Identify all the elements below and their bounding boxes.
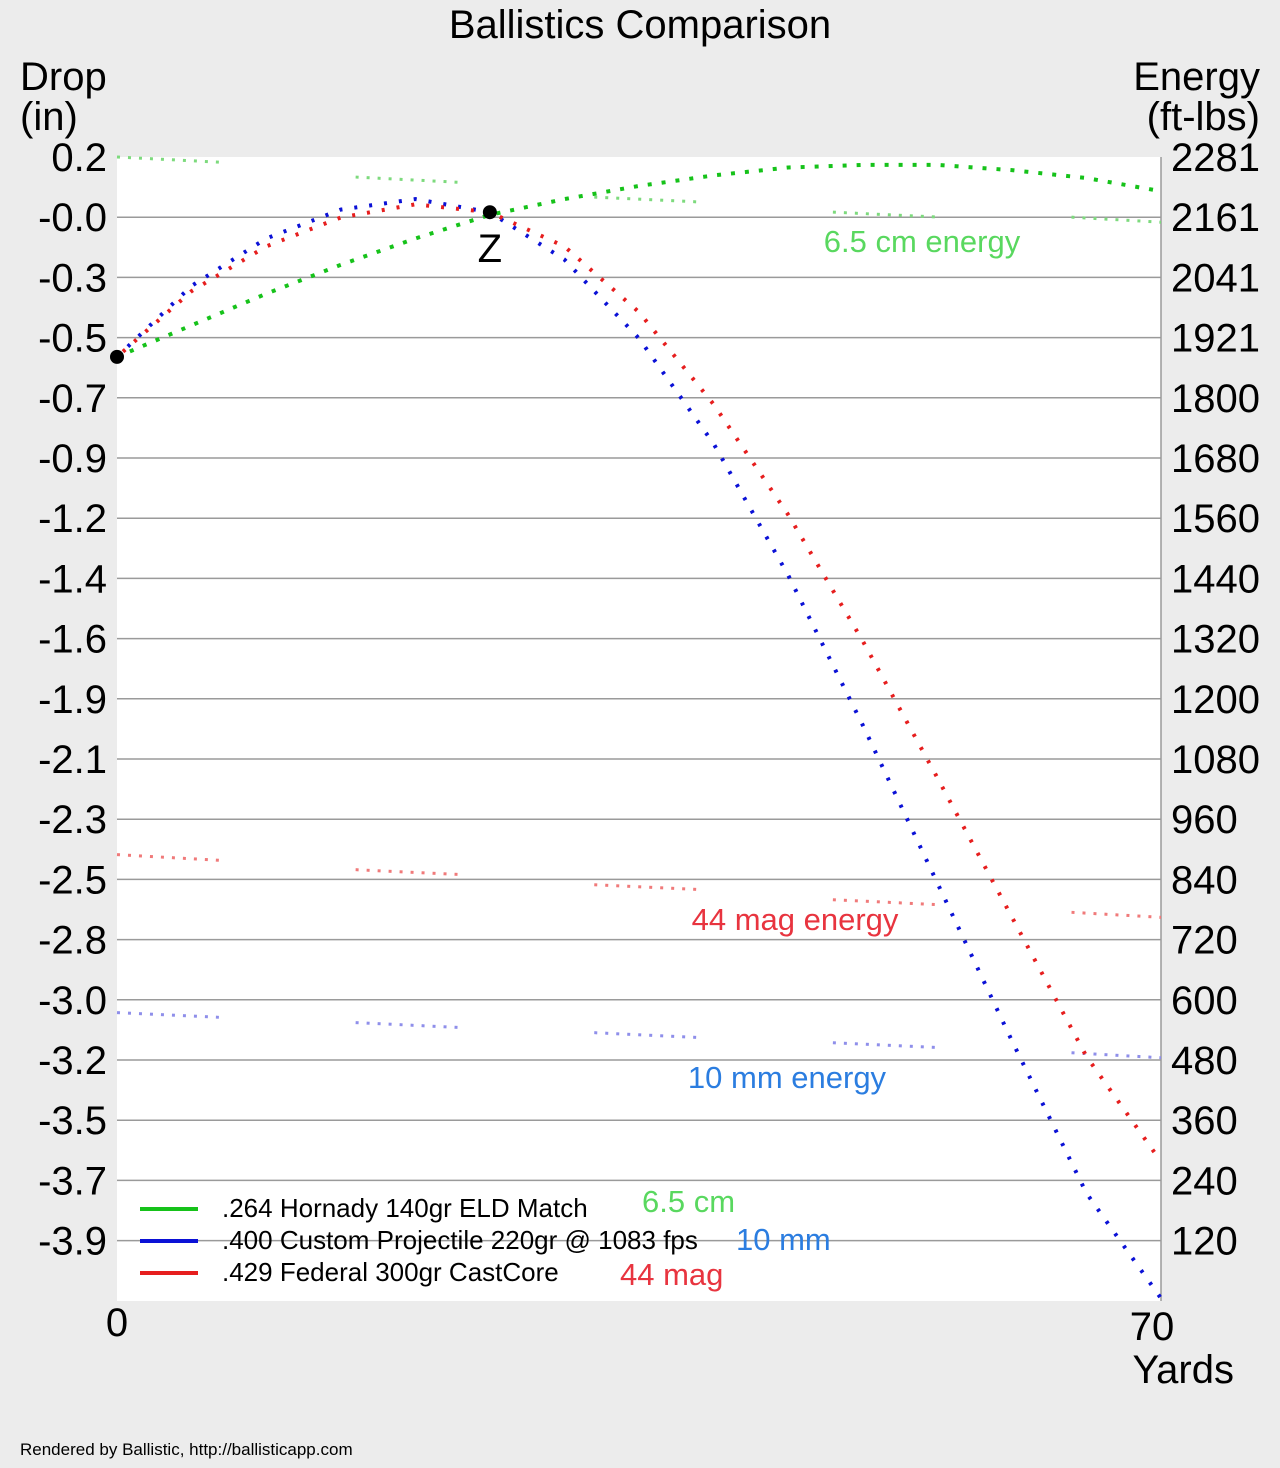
right-axis-title-line1: Energy xyxy=(1133,55,1260,99)
right-tick-label: 480 xyxy=(1171,1039,1238,1083)
left-tick-label: -2.3 xyxy=(38,798,107,842)
energy-segment xyxy=(832,898,942,907)
energy-segment xyxy=(355,1021,465,1030)
left-tick-label: -3.9 xyxy=(38,1220,107,1264)
x-tick-70: 70 xyxy=(1130,1305,1175,1349)
right-tick-labels: 2281 2161 2041 1921 1800 1680 1560 1440 1320 1200… xyxy=(1171,136,1260,1264)
right-tick-label: 1320 xyxy=(1171,618,1260,662)
right-tick-label: 120 xyxy=(1171,1220,1238,1264)
energy-segment xyxy=(116,853,226,863)
right-tick-label: 600 xyxy=(1171,979,1238,1023)
left-tick-label: -0.0 xyxy=(38,196,107,240)
energy-segment xyxy=(116,155,226,165)
right-tick-label: 2161 xyxy=(1171,196,1260,240)
right-tick-label: 1560 xyxy=(1171,497,1260,541)
left-tick-label: -3.7 xyxy=(38,1159,107,1203)
energy-label-65: 6.5 cm energy xyxy=(824,224,1021,259)
right-tick-label: 840 xyxy=(1171,858,1238,902)
left-tick-label: -3.0 xyxy=(38,979,107,1023)
right-tick-label: 360 xyxy=(1171,1099,1238,1143)
x-tick-0: 0 xyxy=(106,1301,128,1345)
right-tick-label: 1200 xyxy=(1171,678,1260,722)
legend-label-10: .400 Custom Projectile 220gr @ 1083 fps xyxy=(222,1225,698,1255)
energy-segment xyxy=(1071,910,1162,919)
trajectory-marker xyxy=(110,349,124,364)
right-tick-label: 240 xyxy=(1171,1159,1238,1203)
right-tick-label: 1080 xyxy=(1171,738,1260,782)
right-tick-label: 1440 xyxy=(1171,557,1260,601)
right-tick-label: 1921 xyxy=(1171,317,1260,361)
energy-curves xyxy=(116,155,1162,1060)
legend-short-10: 10 mm xyxy=(736,1222,831,1257)
energy-segment xyxy=(594,1031,704,1040)
left-tick-label: -1.4 xyxy=(38,557,107,601)
right-axis-title-line2: (ft-lbs) xyxy=(1147,95,1260,139)
left-tick-label: -0.3 xyxy=(38,256,107,300)
legend-short-44: 44 mag xyxy=(620,1257,723,1292)
right-tick-label: 1680 xyxy=(1171,437,1260,481)
left-axis-title-line1: Drop xyxy=(20,55,107,99)
right-tick-label: 960 xyxy=(1171,798,1238,842)
left-tick-label: -2.5 xyxy=(38,858,107,902)
energy-segment xyxy=(116,1011,226,1020)
energy-segment xyxy=(1071,1051,1162,1060)
energy-segment xyxy=(355,175,465,185)
energy-segment xyxy=(832,210,942,219)
energy-segment xyxy=(355,868,465,877)
energy-label-10: 10 mm energy xyxy=(688,1060,887,1095)
energy-segment xyxy=(1071,215,1162,224)
left-tick-label: -0.7 xyxy=(38,377,107,421)
left-tick-label: -2.1 xyxy=(38,738,107,782)
left-tick-label: -2.8 xyxy=(38,919,107,963)
left-tick-label: -1.6 xyxy=(38,618,107,662)
zero-marker-label: Z xyxy=(478,227,502,271)
markers: Z xyxy=(110,205,502,364)
chart-title: Ballistics Comparison xyxy=(449,3,831,47)
energy-label-44: 44 mag energy xyxy=(692,902,899,937)
trajectory-marker xyxy=(482,205,497,220)
x-axis-title: Yards xyxy=(1132,1348,1234,1392)
left-axis-title-line2: (in) xyxy=(20,95,78,139)
energy-segment xyxy=(594,883,704,892)
left-tick-label: -1.9 xyxy=(38,678,107,722)
left-tick-label: -3.2 xyxy=(38,1039,107,1083)
left-tick-label: 0.2 xyxy=(51,136,107,180)
energy-segment xyxy=(594,195,704,204)
footer-credit: Rendered by Ballistic, http://ballistica… xyxy=(20,1440,353,1459)
left-tick-label: -0.9 xyxy=(38,437,107,481)
right-tick-label: 1800 xyxy=(1171,377,1260,421)
left-tick-label: -3.5 xyxy=(38,1099,107,1143)
right-tick-label: 2041 xyxy=(1171,256,1260,300)
gridlines xyxy=(117,157,1162,1301)
legend-label-44: .429 Federal 300gr CastCore xyxy=(222,1257,559,1287)
plot-area xyxy=(117,157,1161,1301)
legend-short-65: 6.5 cm xyxy=(642,1184,735,1219)
legend: .264 Hornady 140gr ELD Match 6.5 cm .400… xyxy=(140,1184,831,1292)
right-tick-label: 2281 xyxy=(1171,136,1260,180)
left-tick-labels: 0.2 -0.0 -0.3 -0.5 -0.7 -0.9 -1.2 -1.4 -1.6 -1.9 -… xyxy=(38,136,107,1264)
legend-label-65: .264 Hornady 140gr ELD Match xyxy=(222,1193,588,1223)
left-tick-label: -0.5 xyxy=(38,317,107,361)
energy-segment xyxy=(832,1041,942,1050)
left-tick-label: -1.2 xyxy=(38,497,107,541)
right-tick-label: 720 xyxy=(1171,919,1238,963)
